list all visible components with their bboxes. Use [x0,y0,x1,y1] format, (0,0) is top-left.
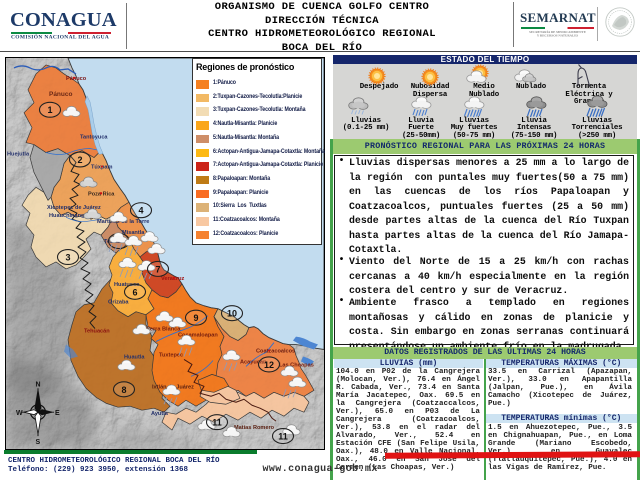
svg-text:Huatusco: Huatusco [114,282,140,288]
svg-text:Ayutla: Ayutla [151,411,169,417]
svg-text:12: 12 [264,360,274,370]
svg-text:Huautla: Huautla [124,354,145,360]
svg-text:E: E [55,410,60,417]
svg-text:Xicotepec de Juárez: Xicotepec de Juárez [47,205,101,211]
svg-text:Las Choapas: Las Choapas [279,362,314,368]
svg-text:Tierra Blanca: Tierra Blanca [145,327,181,333]
svg-text:Huauchinango: Huauchinango [49,213,88,219]
svg-text:8: 8 [121,385,126,395]
svg-text:S: S [36,439,41,446]
svg-text:Tuxtepec: Tuxtepec [159,352,183,358]
svg-text:Pánuco: Pánuco [49,91,72,98]
svg-text:Túxpam: Túxpam [91,164,112,170]
svg-text:Orizaba: Orizaba [108,300,129,306]
svg-text:10: 10 [227,309,237,319]
svg-text:6: 6 [132,287,137,297]
svg-text:11: 11 [212,418,222,428]
svg-text:Matías Romero: Matías Romero [234,425,275,431]
svg-text:9: 9 [193,313,198,323]
svg-text:11: 11 [278,432,288,442]
svg-text:Tehuacán: Tehuacán [84,329,110,335]
svg-text:Huejutla: Huejutla [7,152,30,158]
svg-text:Coatzacoalcos: Coatzacoalcos [256,349,295,355]
svg-text:2: 2 [77,155,82,165]
svg-text:Tantoyuca: Tantoyuca [80,135,108,141]
svg-text:W: W [16,410,23,417]
svg-text:7: 7 [155,264,160,274]
svg-text:1: 1 [47,105,52,115]
svg-text:Misantla: Misantla [122,230,145,236]
svg-text:Acayucan: Acayucan [240,359,267,365]
svg-text:N: N [36,381,41,388]
svg-text:3: 3 [65,252,70,262]
svg-text:Cosamaloapan: Cosamaloapan [178,333,218,339]
svg-text:4: 4 [138,206,143,216]
svg-text:Pánuco: Pánuco [66,76,87,82]
svg-text:Veracruz: Veracruz [161,276,185,282]
